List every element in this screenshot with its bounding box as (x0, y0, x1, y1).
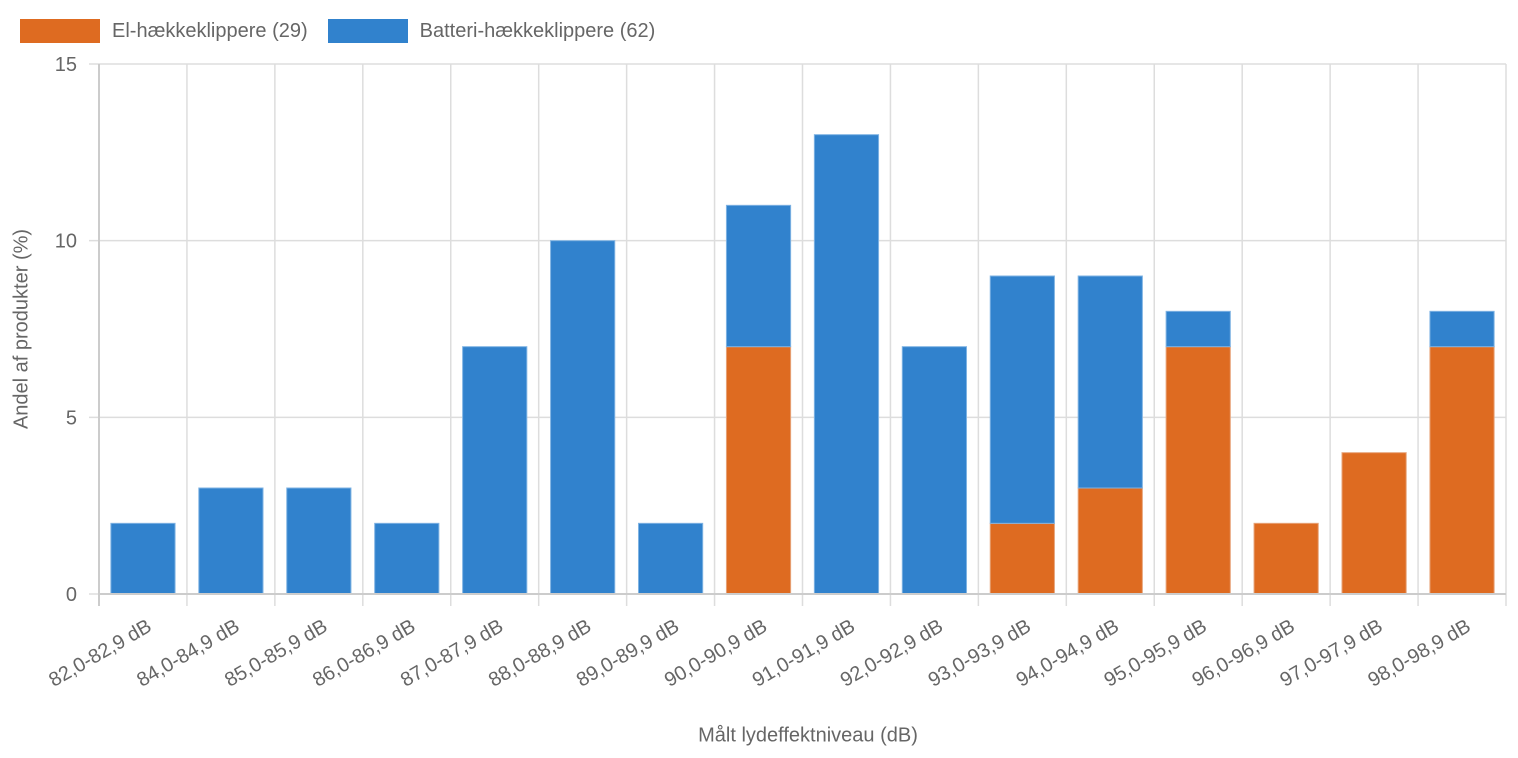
y-axis-title: Andel af produkter (%) (10, 228, 33, 430)
bar-segment-el[interactable] (1429, 346, 1495, 595)
bar-segment-batteri[interactable] (550, 240, 616, 595)
bar-segment-el[interactable] (1341, 452, 1407, 595)
bar-segment-batteri[interactable] (374, 522, 440, 595)
legend-swatch-batteri (327, 19, 408, 43)
legend-label-el: El-hækkeklippere (29) (112, 19, 308, 42)
bar-segment-batteri[interactable] (901, 346, 968, 595)
y-tick-label: 0 (66, 584, 77, 606)
bar-segment-batteri[interactable] (637, 522, 704, 595)
bar-segment-batteri[interactable] (110, 522, 176, 595)
bar-segment-el[interactable] (1253, 522, 1319, 595)
bar-segment-el[interactable] (1077, 487, 1143, 595)
y-tick-label: 10 (55, 231, 77, 253)
legend-swatch-el (20, 19, 100, 43)
bar-segment-el[interactable] (989, 522, 1055, 595)
bar-segment-el[interactable] (725, 346, 792, 595)
bar-segment-batteri[interactable] (1429, 310, 1495, 348)
chart-legend: El-hækkeklippere (29) Batteri-hækkeklipp… (20, 19, 675, 43)
bar-segment-batteri[interactable] (286, 487, 352, 595)
bar-segment-batteri[interactable] (462, 346, 528, 595)
y-tick-label: 15 (55, 54, 77, 76)
y-tick-label: 5 (66, 407, 77, 429)
legend-item-el[interactable]: El-hækkeklippere (29) (20, 19, 308, 43)
x-axis-title: Målt lydeffektniveau (dB) (698, 724, 918, 747)
bar-segment-batteri[interactable] (1165, 310, 1231, 348)
bar-segment-el[interactable] (1165, 346, 1231, 595)
bar-segment-batteri[interactable] (813, 134, 880, 595)
bar-segment-batteri[interactable] (1077, 275, 1143, 489)
legend-item-batteri[interactable]: Batteri-hækkeklippere (62) (327, 19, 656, 43)
bar-segment-batteri[interactable] (989, 275, 1055, 524)
bar-segment-batteri[interactable] (725, 204, 792, 348)
legend-label-batteri: Batteri-hækkeklippere (62) (419, 19, 656, 42)
bar-segment-batteri[interactable] (198, 487, 264, 595)
